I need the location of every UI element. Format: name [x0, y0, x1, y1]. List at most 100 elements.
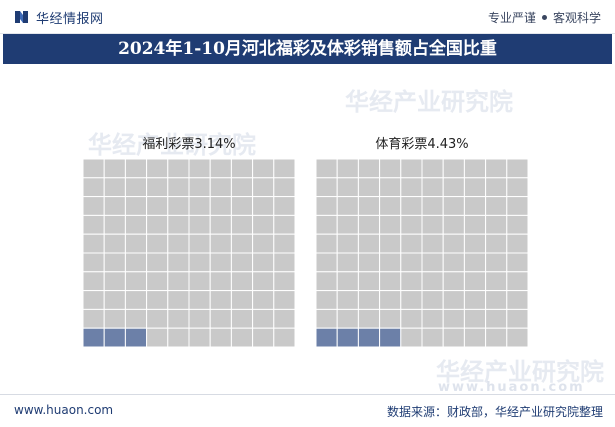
waffle-cell [463, 327, 487, 347]
waffle-cell [124, 252, 148, 273]
waffle-cell [188, 271, 211, 292]
waffle-cell [379, 271, 402, 292]
waffle-cell [442, 159, 465, 179]
waffle-cell [124, 177, 148, 198]
waffle-cell-filled [316, 327, 338, 347]
waffle-cell [103, 196, 126, 216]
waffle-cell [124, 233, 148, 254]
waffle-cell [230, 252, 254, 273]
waffle-cell [506, 271, 528, 292]
waffle-cell [357, 271, 381, 292]
waffle-cell [188, 308, 211, 329]
waffle-cell [316, 177, 338, 198]
waffle-cell [273, 327, 295, 347]
waffle-cell-filled [103, 327, 126, 347]
waffle-cell [230, 214, 254, 235]
waffle-cell [209, 196, 232, 216]
waffle-cell [485, 308, 508, 329]
waffle-cell [316, 290, 338, 310]
waffle-cell [167, 271, 190, 292]
waffle-cell [146, 233, 169, 254]
waffle-cell [316, 233, 338, 254]
waffle-cell [209, 177, 232, 198]
waffle-cell [230, 290, 254, 310]
waffle-cell [421, 159, 444, 179]
waffle-cell [252, 327, 275, 347]
waffle-cell [103, 271, 126, 292]
waffle-cell [273, 290, 295, 310]
waffle-cell [421, 271, 444, 292]
waffle-cell [124, 159, 148, 179]
waffle-cell [273, 271, 295, 292]
waffle-cell [167, 233, 190, 254]
waffle-cell [336, 252, 359, 273]
waffle-cell [167, 308, 190, 329]
waffle-cell [316, 214, 338, 235]
waffle-cell [146, 196, 169, 216]
waffle-cell [400, 308, 423, 329]
waffle-cell [188, 177, 211, 198]
waffle-cell [273, 159, 295, 179]
waffle-cell [421, 327, 444, 347]
waffle-cell [230, 159, 254, 179]
waffle-cell [400, 327, 423, 347]
waffle-cell [442, 327, 465, 347]
waffle-cell [83, 252, 105, 273]
waffle-cell [357, 290, 381, 310]
waffle-cell [485, 214, 508, 235]
tagline-right: 客观科学 [552, 11, 601, 25]
tagline-left: 专业严谨 [487, 11, 536, 25]
waffle-cell [463, 214, 487, 235]
waffle-cell [463, 271, 487, 292]
waffle-cell [83, 196, 105, 216]
waffle-cell [83, 271, 105, 292]
waffle-cell [103, 233, 126, 254]
waffle-cell [379, 252, 402, 273]
waffle-cell [463, 308, 487, 329]
waffle-cell [146, 290, 169, 310]
waffle-cell [103, 252, 126, 273]
waffle-cell [83, 159, 105, 179]
waffle-cell [336, 177, 359, 198]
footer: www.huaon.com 数据来源：财政部，华经产业研究院整理 [0, 394, 615, 427]
waffle-cell [273, 214, 295, 235]
waffle-cell [146, 308, 169, 329]
watermark: 华经产业研究院 [345, 88, 513, 116]
waffle-cell [230, 233, 254, 254]
waffle-cell [252, 308, 275, 329]
waffle-cell [379, 159, 402, 179]
waffle-cell [463, 159, 487, 179]
waffle-cell [463, 290, 487, 310]
waffle-cell [83, 177, 105, 198]
waffle-cell [273, 233, 295, 254]
waffle-cell [400, 290, 423, 310]
waffle-cell [188, 214, 211, 235]
waffle-cell [252, 271, 275, 292]
waffle-cell [357, 159, 381, 179]
waffle-cell [442, 233, 465, 254]
waffle-cell [442, 196, 465, 216]
waffle-cell [230, 177, 254, 198]
waffle-cell [316, 308, 338, 329]
logo-icon [15, 11, 28, 23]
waffle-cell [506, 159, 528, 179]
waffle-cell [146, 252, 169, 273]
waffle-cell [336, 308, 359, 329]
waffle-cell [421, 214, 444, 235]
waffle-cell [83, 233, 105, 254]
waffle-cell [209, 159, 232, 179]
waffle-cell [252, 214, 275, 235]
waffle-cell [485, 252, 508, 273]
waffle-cell [252, 177, 275, 198]
waffle-cell [316, 159, 338, 179]
waffle-cell [167, 196, 190, 216]
waffle-cell [336, 214, 359, 235]
waffle-cell [506, 233, 528, 254]
waffle-cell [167, 214, 190, 235]
waffle-cell [442, 308, 465, 329]
waffle-cell [103, 177, 126, 198]
waffle-cell [316, 271, 338, 292]
waffle-cell [400, 159, 423, 179]
waffle-cell [188, 327, 211, 347]
waffle-cell [400, 233, 423, 254]
